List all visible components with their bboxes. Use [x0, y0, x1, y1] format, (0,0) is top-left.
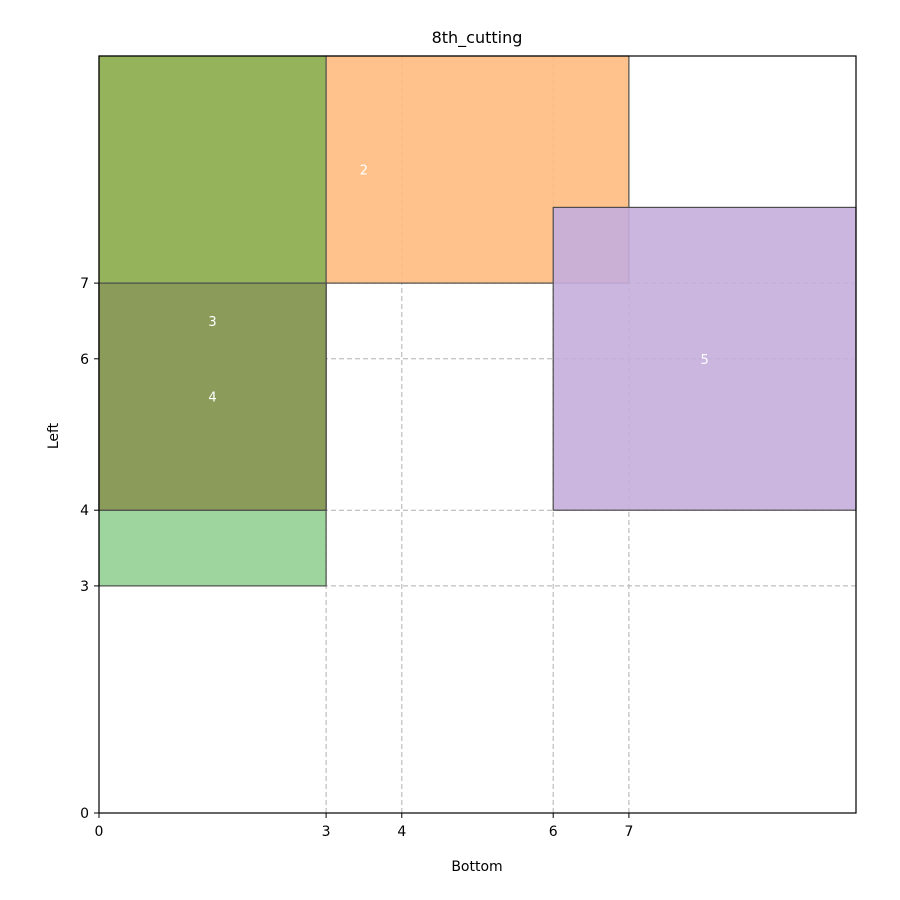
y-tick-label: 6	[80, 352, 89, 368]
piece-rect	[98, 55, 327, 284]
piece-rect	[552, 206, 857, 511]
piece-label: 5	[700, 353, 708, 368]
piece-label: 2	[360, 164, 368, 179]
piece-label: 4	[208, 391, 216, 406]
plot-frame	[98, 55, 857, 814]
x-tick-label: 7	[624, 824, 633, 840]
x-tick-label: 0	[95, 824, 104, 840]
x-tick-label: 3	[322, 824, 331, 840]
piece-labels: 2 3 4 5	[208, 164, 708, 406]
piece-label: 3	[208, 315, 216, 330]
y-tick-label: 4	[80, 503, 89, 519]
pieces	[98, 55, 857, 587]
y-tick-label: 7	[80, 276, 89, 292]
x-axis-label: Bottom	[451, 859, 502, 875]
chart-title: 8th_cutting	[432, 28, 523, 48]
y-tick-label: 0	[80, 806, 89, 822]
x-tick-label: 6	[549, 824, 558, 840]
piece-rect	[98, 282, 327, 511]
y-tick-label: 3	[80, 579, 89, 595]
y-axis-label: Left	[46, 422, 62, 449]
ticks: 0 3 4 6 7 0 3 4 6 7	[80, 276, 633, 840]
x-tick-label: 4	[397, 824, 406, 840]
